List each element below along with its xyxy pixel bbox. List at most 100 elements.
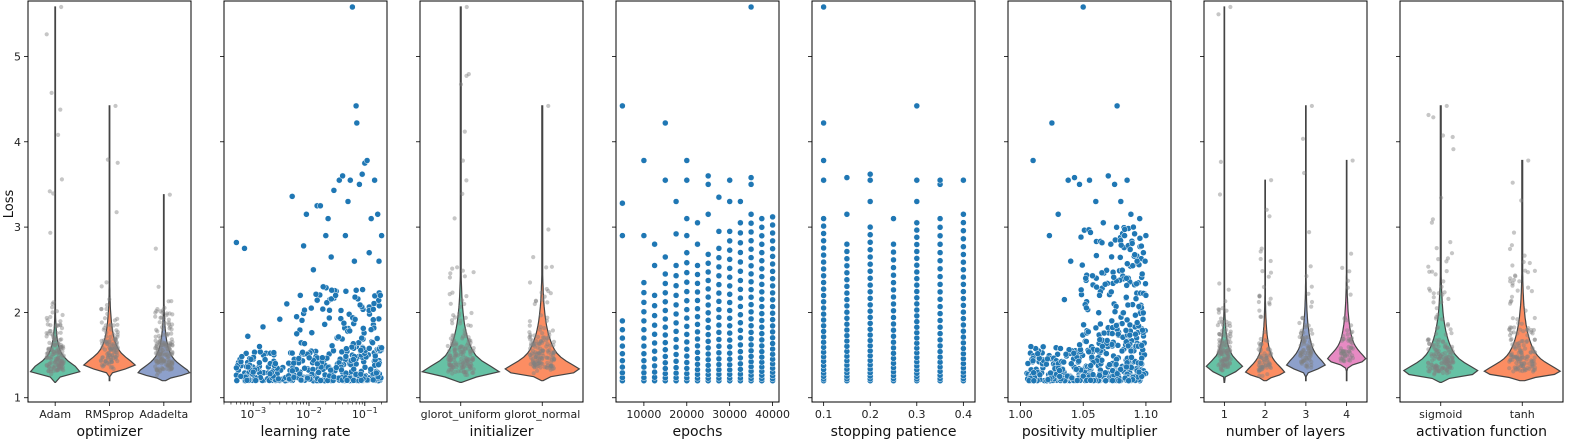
strip-point [167, 351, 172, 356]
strip-point [1436, 339, 1441, 344]
strip-point [154, 367, 159, 372]
strip-point [1515, 367, 1520, 372]
data-point [737, 286, 744, 293]
strip-point [115, 345, 120, 350]
strip-point [461, 365, 466, 370]
strip-point [169, 337, 174, 342]
strip-point [1515, 354, 1520, 359]
strip-point [1268, 270, 1274, 275]
strip-point [61, 359, 66, 364]
x-tick-label: 1.10 [1134, 408, 1159, 421]
strip-point [1225, 348, 1230, 353]
strip-point [157, 355, 162, 360]
data-point [737, 311, 744, 318]
strip-point [531, 255, 536, 260]
strip-point [468, 361, 473, 367]
data-point [820, 292, 827, 299]
data-point [913, 261, 921, 269]
strip-point [455, 265, 460, 270]
strip-point [158, 336, 163, 341]
data-point [936, 265, 944, 273]
x-tick-label: glorot_normal [504, 408, 580, 421]
data-point [640, 350, 648, 357]
strip-point [460, 268, 465, 273]
data-point [662, 339, 669, 346]
data-point [1062, 351, 1070, 358]
strip-point [1347, 350, 1353, 355]
y-tick-label: 3 [14, 221, 21, 234]
data-point [366, 345, 373, 352]
strip-point [160, 310, 165, 315]
strip-point [161, 332, 166, 337]
strip-point [1518, 349, 1523, 354]
strip-point [459, 362, 464, 367]
strip-point [1344, 353, 1349, 358]
strip-point [1268, 258, 1273, 264]
strip-point [1429, 362, 1434, 367]
strip-point [1228, 357, 1233, 362]
strip-point [1299, 360, 1304, 365]
data-point [694, 342, 701, 350]
strip-point [1217, 337, 1222, 343]
data-point [1030, 369, 1037, 376]
data-point [352, 287, 360, 294]
strip-point [462, 363, 467, 368]
strip-point [167, 340, 172, 346]
strip-point [550, 355, 555, 361]
data-point [890, 271, 897, 279]
data-point [289, 367, 296, 375]
data-point [683, 232, 691, 239]
strip-point [1220, 348, 1225, 353]
strip-point [465, 362, 471, 367]
strip-point [1430, 358, 1435, 363]
strip-point [1221, 357, 1226, 362]
data-point [694, 219, 701, 227]
strip-point [1216, 350, 1221, 355]
strip-point [455, 353, 460, 358]
strip-point [1514, 367, 1519, 372]
strip-point [464, 4, 469, 10]
data-point [769, 296, 776, 304]
strip-point [1442, 358, 1448, 363]
strip-point [1516, 345, 1522, 350]
strip-point [1218, 344, 1223, 349]
strip-point [1342, 353, 1348, 358]
strip-point [534, 351, 539, 356]
strip-point [44, 32, 49, 37]
strip-point [1439, 300, 1444, 305]
strip-point [1217, 361, 1222, 367]
strip-point [528, 334, 533, 339]
strip-point [535, 334, 541, 339]
strip-point [113, 345, 118, 350]
strip-point [1448, 327, 1453, 332]
strip-point [448, 364, 453, 369]
strip-point [1257, 308, 1262, 313]
strip-point [105, 311, 110, 316]
strip-point [55, 351, 60, 356]
strip-point [532, 365, 537, 370]
data-point [356, 181, 363, 188]
strip-point [52, 334, 57, 340]
strip-point [1339, 351, 1344, 356]
data-point [726, 299, 733, 306]
strip-point [550, 364, 555, 369]
strip-point [170, 351, 175, 356]
strip-point [1512, 325, 1517, 330]
data-point [672, 310, 680, 318]
data-point [317, 202, 324, 210]
strip-point [1440, 133, 1446, 138]
strip-point [467, 367, 472, 372]
data-point [866, 281, 874, 289]
strip-point [1530, 362, 1535, 367]
strip-point [545, 300, 550, 305]
strip-point [166, 360, 171, 365]
strip-point [1342, 349, 1347, 354]
strip-point [153, 358, 158, 364]
strip-point [1308, 346, 1313, 351]
strip-point [1308, 344, 1313, 349]
strip-point [551, 350, 556, 355]
strip-point [44, 315, 49, 321]
strip-point [1307, 339, 1313, 344]
